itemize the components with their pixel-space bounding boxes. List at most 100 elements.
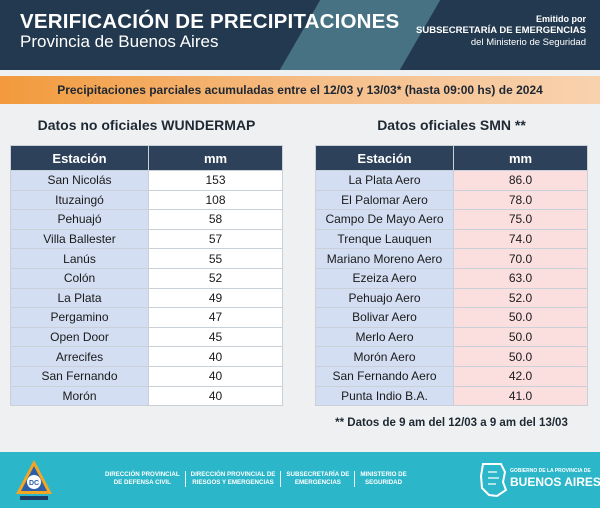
table-row: Morón Aero 50.0	[315, 346, 588, 367]
official-table-body: La Plata Aero 86.0 El Palomar Aero 78.0 Camp…	[315, 170, 588, 407]
table-row: Merlo Aero 50.0	[315, 326, 588, 348]
unofficial-section-title: Datos no oficiales WUNDERMAP	[37, 117, 256, 133]
station-cell: Merlo Aero	[315, 326, 454, 348]
station-cell: El Palomar Aero	[315, 189, 454, 211]
table-row: Pehuajo Aero 52.0	[315, 287, 588, 309]
official-table: Estación mm La Plata Aero 86.0 El Palomar …	[315, 145, 588, 407]
table-row: Campo De Mayo Aero 75.0	[315, 209, 588, 230]
buenos-aires-logo: GOBIERNO DE LA PROVINCIA DE BUENOS AIRES	[479, 462, 600, 498]
station-cell: Bolivar Aero	[315, 307, 454, 328]
station-cell: Punta Indio B.A.	[315, 385, 454, 407]
mm-cell: 41.0	[453, 385, 588, 407]
station-cell: Morón Aero	[315, 346, 454, 367]
unofficial-col-mm: mm	[148, 145, 283, 171]
mm-cell: 58	[148, 209, 283, 230]
unofficial-col-station: Estación	[10, 145, 149, 171]
defensa-civil-logo-icon: DC	[16, 460, 52, 500]
issuer-line-2: SUBSECRETARÍA DE EMERGENCIAS	[416, 25, 586, 36]
mm-cell: 50.0	[453, 346, 588, 367]
table-row: Mariano Moreno Aero 70.0	[315, 248, 588, 269]
official-col-mm: mm	[453, 145, 588, 171]
table-row: Ituzaingó 108	[10, 189, 283, 211]
station-cell: Pehuajo Aero	[315, 287, 454, 309]
station-cell: Trenque Lauquen	[315, 228, 454, 250]
unofficial-table: Estación mm San Nicolás 153 Ituzaingó 108 Pe…	[10, 145, 283, 407]
table-row: Colón 52	[10, 267, 283, 289]
footer-org-riesgos: DIRECCIÓN PROVINCIAL DE RIESGOS Y EMERGE…	[190, 471, 276, 486]
official-section-title: Datos oficiales SMN **	[377, 117, 526, 133]
table-row: San Fernando Aero 42.0	[315, 365, 588, 387]
table-row: Pehuajó 58	[10, 209, 283, 230]
station-cell: Ituzaingó	[10, 189, 149, 211]
footer-separator	[354, 471, 356, 487]
footer-bar: DC DIRECCIÓN PROVINCIAL DE DEFENSA CIVIL…	[0, 452, 600, 508]
table-row: Ezeiza Aero 63.0	[315, 267, 588, 289]
station-cell: Ezeiza Aero	[315, 267, 454, 289]
page-title: VERIFICACIÓN DE PRECIPITACIONES	[20, 10, 400, 33]
official-data-note: ** Datos de 9 am del 12/03 a 9 am del 13…	[335, 417, 568, 429]
mm-cell: 153	[148, 170, 283, 191]
table-row: Arrecifes 40	[10, 346, 283, 367]
footer-org-defensa-civil: DIRECCIÓN PROVINCIAL DE DEFENSA CIVIL	[105, 471, 180, 486]
footer-separator	[184, 471, 186, 487]
mm-cell: 40	[148, 346, 283, 367]
table-row: Lanús 55	[10, 248, 283, 269]
period-banner-text: Precipitaciones parciales acumuladas ent…	[57, 83, 543, 97]
header-banner: VERIFICACIÓN DE PRECIPITACIONES Provinci…	[0, 0, 600, 70]
mm-cell: 50.0	[453, 307, 588, 328]
station-cell: Arrecifes	[10, 346, 149, 367]
issuer-line-1: Emitido por	[536, 14, 586, 24]
table-row: Bolivar Aero 50.0	[315, 307, 588, 328]
table-row: El Palomar Aero 78.0	[315, 189, 588, 211]
page-subtitle: Provincia de Buenos Aires	[20, 32, 219, 51]
station-cell: Colón	[10, 267, 149, 289]
station-cell: San Fernando	[10, 365, 149, 387]
mm-cell: 52	[148, 267, 283, 289]
table-row: Villa Ballester 57	[10, 228, 283, 250]
station-cell: San Fernando Aero	[315, 365, 454, 387]
table-row: Pergamino 47	[10, 307, 283, 328]
mm-cell: 86.0	[453, 170, 588, 191]
mm-cell: 42.0	[453, 365, 588, 387]
mm-cell: 57	[148, 228, 283, 250]
logo-text: DC	[29, 480, 39, 487]
period-banner: Precipitaciones parciales acumuladas ent…	[0, 76, 600, 104]
footer-org-ministerio: MINISTERIO DE SEGURIDAD	[360, 471, 407, 486]
issuer-block: Emitido por SUBSECRETARÍA DE EMERGENCIAS…	[416, 13, 586, 49]
mm-cell: 50.0	[453, 326, 588, 348]
station-cell: Open Door	[10, 326, 149, 348]
mm-cell: 63.0	[453, 267, 588, 289]
table-row: Punta Indio B.A. 41.0	[315, 385, 588, 407]
mm-cell: 108	[148, 189, 283, 211]
province-name: BUENOS AIRES	[510, 475, 600, 489]
official-col-station: Estación	[315, 145, 454, 171]
province-map-icon	[479, 463, 507, 498]
mm-cell: 45	[148, 326, 283, 348]
station-cell: Morón	[10, 385, 149, 407]
mm-cell: 55	[148, 248, 283, 269]
unofficial-table-body: San Nicolás 153 Ituzaingó 108 Pehuajó 58 Villa…	[10, 170, 283, 407]
footer-separator	[280, 471, 282, 487]
station-cell: Pergamino	[10, 307, 149, 328]
station-cell: La Plata Aero	[315, 170, 454, 191]
mm-cell: 40	[148, 365, 283, 387]
station-cell: Villa Ballester	[10, 228, 149, 250]
station-cell: Pehuajó	[10, 209, 149, 230]
table-row: La Plata Aero 86.0	[315, 170, 588, 191]
station-cell: San Nicolás	[10, 170, 149, 191]
government-label: GOBIERNO DE LA PROVINCIA DE	[510, 468, 591, 474]
footer-organizations: DIRECCIÓN PROVINCIAL DE DEFENSA CIVIL DI…	[100, 471, 412, 487]
mm-cell: 47	[148, 307, 283, 328]
table-row: Open Door 45	[10, 326, 283, 348]
issuer-line-3: del Ministerio de Seguridad	[470, 37, 586, 48]
mm-cell: 70.0	[453, 248, 588, 269]
station-cell: Mariano Moreno Aero	[315, 248, 454, 269]
table-row: San Nicolás 153	[10, 170, 283, 191]
mm-cell: 75.0	[453, 209, 588, 230]
station-cell: Lanús	[10, 248, 149, 269]
table-row: Trenque Lauquen 74.0	[315, 228, 588, 250]
station-cell: La Plata	[10, 287, 149, 309]
footer-org-subsecretaria: SUBSECRETARÍA DE EMERGENCIAS	[286, 471, 350, 486]
mm-cell: 74.0	[453, 228, 588, 250]
mm-cell: 52.0	[453, 287, 588, 309]
